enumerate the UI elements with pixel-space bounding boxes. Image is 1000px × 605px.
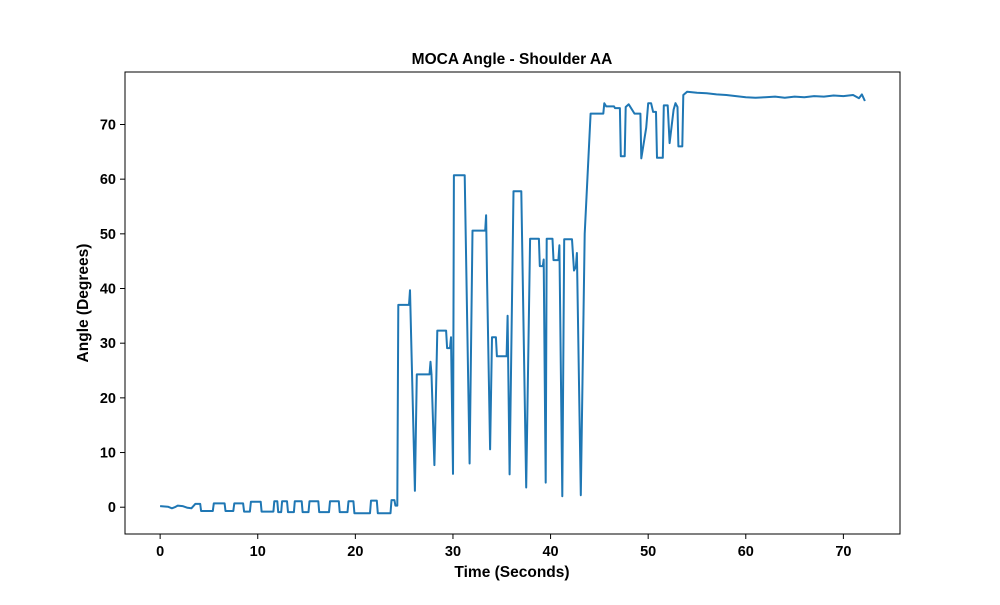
x-axis-label: Time (Seconds) [454,564,569,581]
x-tick-label: 30 [445,544,461,560]
x-tick-label: 10 [250,544,266,560]
chart-title: MOCA Angle - Shoulder AA [412,51,613,68]
y-tick-label: 60 [100,172,116,188]
x-tick-label: 60 [738,544,754,560]
y-tick-label: 70 [100,117,116,133]
x-tick-label: 40 [542,544,558,560]
x-tick-label: 20 [347,544,363,560]
plot-area [160,90,866,515]
y-axis: 0 10 20 30 40 50 60 70 [100,117,125,516]
x-axis: 0 10 20 30 40 50 60 70 [156,534,851,560]
y-tick-label: 10 [100,446,116,462]
y-axis-label: Angle (Degrees) [75,244,92,363]
axes-frame [124,71,901,535]
y-tick-label: 50 [100,227,116,243]
y-tick-label: 30 [100,336,116,352]
series-line [160,90,866,515]
y-tick-label: 0 [108,500,116,516]
x-tick-label: 50 [640,544,656,560]
x-tick-label: 0 [156,544,164,560]
x-tick-label: 70 [835,544,851,560]
y-tick-label: 40 [100,282,116,298]
y-tick-label: 20 [100,391,116,407]
